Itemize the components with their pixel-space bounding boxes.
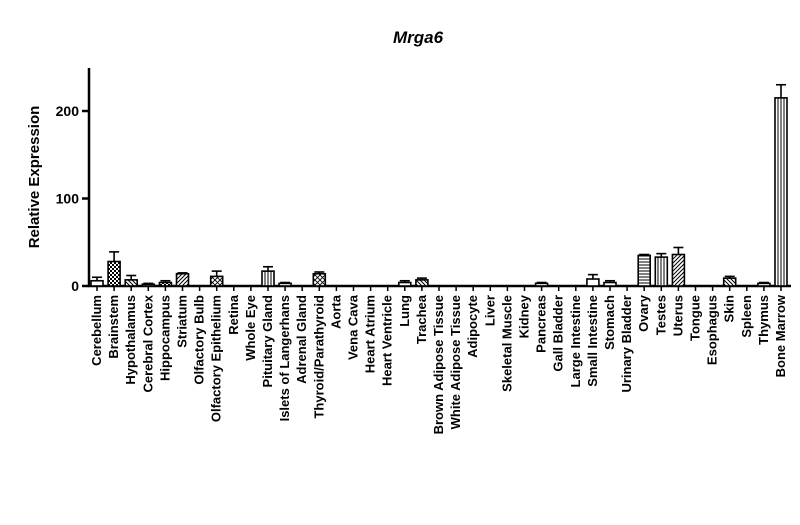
x-tick-label: Kidney	[517, 294, 532, 338]
bar	[175, 272, 190, 287]
plot-area: 0 100 200 Cerebellum Brainstem Hypothalamus Ce…	[56, 68, 791, 434]
x-tick-label: Retina	[226, 294, 241, 335]
y-tick-label: 100	[56, 191, 80, 207]
x-tick-label: Lung	[397, 295, 412, 327]
bar	[774, 97, 788, 287]
x-tick-label: Skeletal Muscle	[499, 295, 514, 392]
x-tick-label: Tongue	[688, 295, 703, 341]
x-tick-label: Gall Bladder	[551, 295, 566, 372]
x-tick-label: Testes	[653, 295, 668, 335]
x-tick-label: Ovary	[636, 294, 651, 332]
x-tick-label: Large Intestine	[568, 295, 583, 387]
bar	[107, 260, 121, 287]
chart-title: Mrga6	[393, 28, 444, 47]
x-tick-label: Adrenal Gland	[294, 295, 309, 384]
x-tick-label: Stomach	[602, 295, 617, 350]
x-tick-label: White Adipose Tissue	[448, 295, 463, 429]
x-tick-label: Bone Marrow	[773, 294, 788, 377]
x-tick-label: Aorta	[328, 294, 343, 329]
x-tick-label: Cerebral Cortex	[140, 294, 155, 392]
x-tick-label: Small Intestine	[585, 295, 600, 387]
x-tick-label: Vena Cava	[346, 294, 361, 360]
x-tick-label: Esophagus	[705, 295, 720, 365]
bar	[124, 279, 138, 287]
x-tick-label: Olfactory Bulb	[192, 295, 207, 385]
x-tick-label: Whole Eye	[243, 295, 258, 361]
bar	[209, 275, 224, 287]
x-tick-label: Thyroid/Parathyroid	[311, 295, 326, 419]
x-tick-label: Hypothalamus	[123, 295, 138, 385]
y-tick-label: 200	[56, 103, 80, 119]
bar	[586, 278, 600, 287]
bar	[757, 282, 771, 287]
x-tick-label: Thymus	[756, 295, 771, 345]
bar	[278, 282, 292, 287]
x-tick-label: Brainstem	[106, 295, 121, 359]
x-tick-label: Striatum	[175, 295, 190, 348]
bar	[312, 272, 327, 287]
bar	[141, 283, 156, 287]
x-tick-label: Heart Ventricle	[380, 295, 395, 386]
x-tick-label: Urinary Bladder	[619, 295, 634, 393]
bar	[722, 277, 737, 287]
bar	[654, 256, 669, 287]
x-tick-label: Islets of Langerhans	[277, 295, 292, 421]
x-tick-label: Trachea	[414, 294, 429, 344]
y-tick-label: 0	[71, 278, 79, 294]
x-tick-label: Brown Adipose Tissue	[431, 295, 446, 434]
bar	[90, 279, 104, 287]
bar	[671, 253, 686, 287]
x-tick-label: Heart Atrium	[363, 295, 378, 373]
x-tick-label: Pancreas	[534, 295, 549, 353]
bar	[534, 282, 549, 287]
x-tick-label: Skin	[722, 295, 737, 323]
x-tick-label: Spleen	[739, 295, 754, 338]
bar	[637, 254, 652, 287]
bar	[603, 281, 617, 287]
x-tick-label: Adipocyte	[465, 295, 480, 358]
bar	[397, 281, 412, 287]
bar	[261, 270, 275, 287]
x-tick-label: Uterus	[670, 295, 685, 336]
x-tick-label: Cerebellum	[89, 295, 104, 366]
bar	[415, 279, 429, 287]
x-tick-label: Liver	[482, 295, 497, 326]
y-axis-label: Relative Expression	[26, 106, 43, 249]
x-tick-label: Hippocampus	[157, 295, 172, 381]
bar	[158, 281, 173, 287]
x-tick-label: Olfactory Epithelium	[209, 295, 224, 422]
x-tick-label: Pituitary Gland	[260, 295, 275, 388]
